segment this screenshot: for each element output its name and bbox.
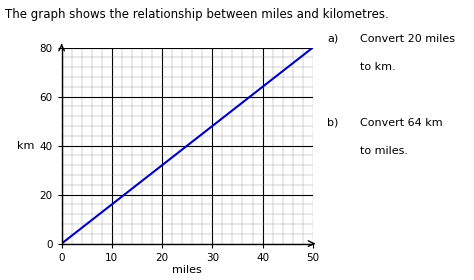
Text: to km.: to km.	[360, 62, 396, 72]
X-axis label: miles: miles	[173, 265, 202, 276]
Text: a): a)	[327, 34, 338, 44]
Y-axis label: km: km	[17, 141, 34, 151]
Text: b): b)	[327, 118, 338, 128]
Text: Convert 64 km: Convert 64 km	[360, 118, 443, 128]
Text: Convert 20 miles: Convert 20 miles	[360, 34, 455, 44]
Text: to miles.: to miles.	[360, 146, 408, 156]
Text: The graph shows the relationship between miles and kilometres.: The graph shows the relationship between…	[5, 8, 389, 21]
